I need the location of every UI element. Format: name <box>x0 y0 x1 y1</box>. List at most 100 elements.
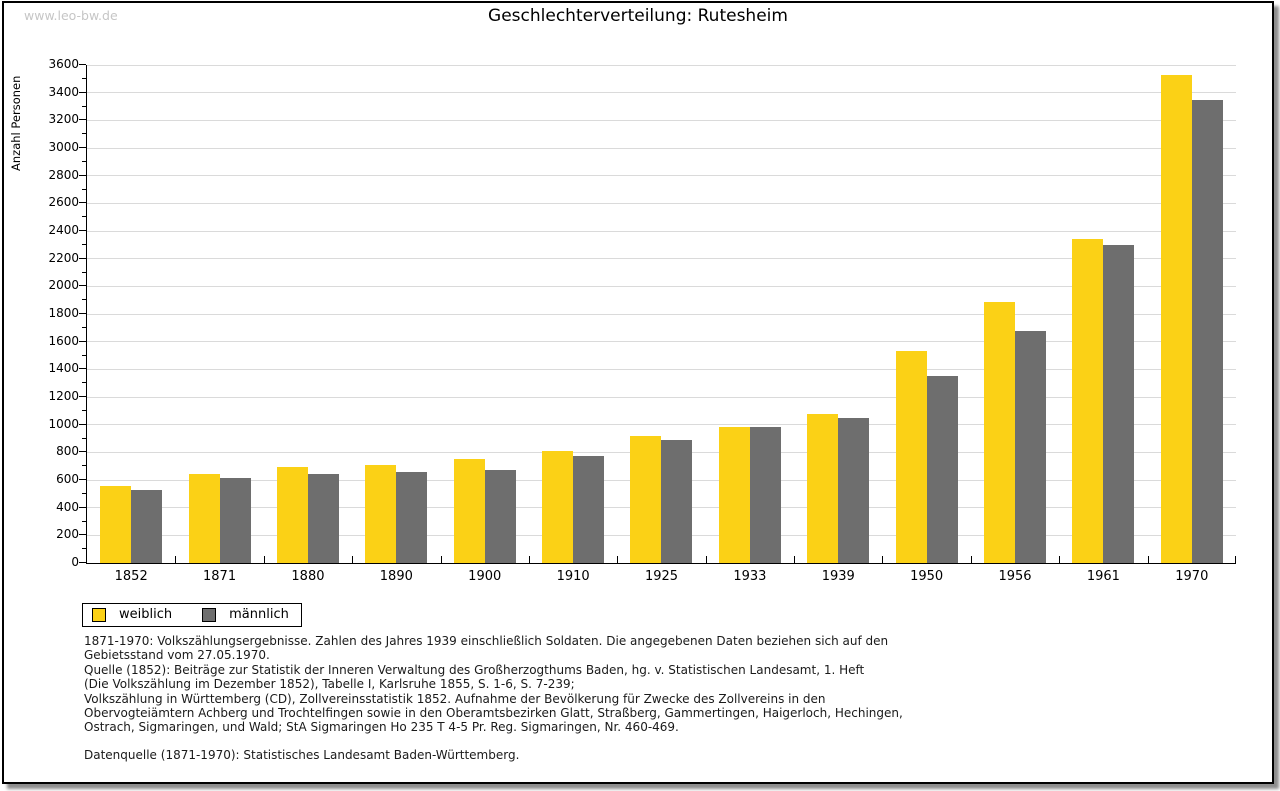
y-axis-tick <box>79 396 86 397</box>
y-axis-tick-label: 3600 <box>48 57 79 71</box>
y-axis-tick <box>79 174 86 176</box>
y-axis-tick-label: 3000 <box>48 140 79 154</box>
y-axis-minor-tick <box>82 243 86 245</box>
y-axis-tick-label: 1800 <box>48 306 79 320</box>
y-axis-minor-tick <box>82 548 86 550</box>
x-axis-tick <box>1147 556 1149 563</box>
y-axis-tick <box>79 257 86 259</box>
gridline <box>87 368 1236 370</box>
y-axis-tick <box>79 119 86 121</box>
x-axis-tick <box>263 556 265 563</box>
bar-maennlich <box>838 418 870 563</box>
y-axis-minor-tick <box>82 105 86 107</box>
y-axis-tick-label: 3400 <box>48 84 79 99</box>
y-axis-minor-tick <box>82 77 86 79</box>
x-axis-label-1871: 1871 <box>203 569 237 584</box>
bar-group-1890 <box>352 65 440 563</box>
gridline <box>87 285 1236 287</box>
x-axis-label-1880: 1880 <box>291 569 325 584</box>
footnote-line: Obervogteiämtern Achberg und Trochtelfin… <box>84 706 903 721</box>
y-axis-tick-label: 0 <box>71 555 79 569</box>
y-axis-tick <box>79 202 86 204</box>
y-axis-minor-tick <box>82 520 86 522</box>
gridline <box>87 147 1236 149</box>
bar-group-1925 <box>617 65 705 563</box>
y-axis-minor-tick <box>82 409 86 411</box>
y-axis-tick-label: 200 <box>56 527 79 542</box>
y-axis-minor-tick <box>82 326 86 328</box>
y-axis-label: Anzahl Personen <box>9 75 23 171</box>
datasource-line: Datenquelle (1871-1970): Statistisches L… <box>84 747 520 762</box>
footnote-line: Gebietsstand vom 27.05.1970. <box>84 648 270 663</box>
y-axis-tick <box>79 562 86 563</box>
bar-weiblich <box>1160 74 1192 563</box>
x-axis-tick <box>794 556 796 563</box>
x-axis-label-1910: 1910 <box>556 569 590 584</box>
legend-item-weiblich: weiblich <box>92 607 172 622</box>
bar-weiblich <box>542 450 574 563</box>
x-axis-label-1933: 1933 <box>733 569 767 584</box>
bar-weiblich <box>1072 239 1104 563</box>
footnote-line: Volkszählung in Württemberg (CD), Zollve… <box>84 691 826 706</box>
x-axis-label-1970: 1970 <box>1175 569 1209 584</box>
bar-maennlich <box>219 477 251 563</box>
bar-maennlich <box>131 490 163 563</box>
bar-group-1950 <box>882 65 970 563</box>
y-axis-tick-label: 400 <box>56 499 79 514</box>
y-axis-minor-tick <box>82 382 86 384</box>
x-axis-tick <box>175 556 177 563</box>
y-axis-minor-tick <box>82 299 86 301</box>
x-axis-tick <box>705 556 707 563</box>
bar-maennlich <box>307 473 339 563</box>
footnotes: 1871-1970: Volkszählungsergebnisse. Zahl… <box>84 634 903 762</box>
bar-group-1880 <box>264 65 352 563</box>
y-axis-tick <box>79 479 86 480</box>
gridline <box>87 92 1236 94</box>
x-axis-label-1939: 1939 <box>821 569 855 584</box>
bar-weiblich <box>276 466 308 563</box>
y-axis-minor-tick <box>82 437 86 439</box>
x-axis-label-1956: 1956 <box>998 569 1032 584</box>
plot-area: 0 200 400 600 800 1000 1200 1400 1600 1800 2000 220… <box>48 57 1236 584</box>
bar-maennlich <box>573 456 605 563</box>
y-axis-tick <box>79 313 86 314</box>
gridline <box>87 202 1236 204</box>
footnote-line: (Die Volkszählung im Dezember 1852), Tab… <box>84 677 575 692</box>
gridline <box>87 313 1236 315</box>
y-axis-tick-label: 2600 <box>48 195 79 210</box>
y-axis-tick-label: 2200 <box>48 250 79 265</box>
y-axis-tick-label: 1000 <box>48 416 79 431</box>
bar-maennlich <box>484 469 516 563</box>
bar-maennlich <box>749 427 781 563</box>
bar-group-1956 <box>971 65 1059 563</box>
bar-weiblich <box>895 351 927 563</box>
gridline <box>87 341 1236 343</box>
bar-group-1933 <box>706 65 794 563</box>
y-axis-tick <box>79 534 86 536</box>
x-axis-tick <box>440 556 442 563</box>
y-axis-tick-label: 800 <box>56 444 79 459</box>
y-axis-tick <box>79 64 86 65</box>
y-axis-minor-tick <box>82 188 86 190</box>
y-axis-minor-tick <box>82 271 86 273</box>
y-axis-tick-label: 1600 <box>48 333 79 348</box>
y-axis-tick-label: 1200 <box>48 389 79 403</box>
x-axis-tick <box>882 556 884 563</box>
gridline <box>87 64 1236 66</box>
gridline <box>87 119 1236 121</box>
bar-group-1939 <box>794 65 882 563</box>
bar-group-1961 <box>1059 65 1147 563</box>
bar-maennlich <box>926 376 958 563</box>
y-axis-minor-tick <box>82 465 86 467</box>
legend-swatch-icon <box>202 607 217 622</box>
bar-weiblich <box>807 414 839 563</box>
y-axis-tick <box>79 147 86 148</box>
bar-group-1852 <box>87 65 175 563</box>
gridline <box>87 396 1236 398</box>
y-axis-tick <box>79 368 86 370</box>
y-axis-minor-tick <box>82 160 86 162</box>
bar-group-1970 <box>1148 65 1236 563</box>
x-axis-label-1925: 1925 <box>644 569 679 584</box>
y-axis-tick <box>79 423 86 425</box>
footnote-line: Quelle (1852): Beiträge zur Statistik de… <box>84 662 865 677</box>
